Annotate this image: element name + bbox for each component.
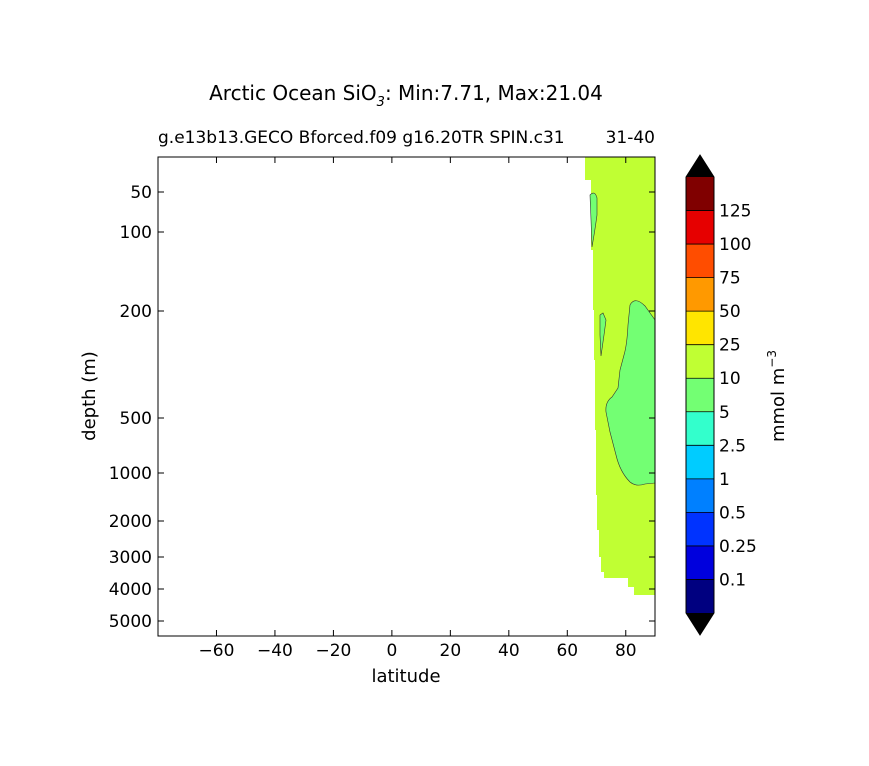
colorbar-label-text: mmol m xyxy=(768,368,789,442)
colorbar-segment xyxy=(686,445,714,479)
colorbar-label-sup: −3 xyxy=(765,350,779,368)
contour-fills xyxy=(585,157,655,595)
contour-fill-5-10-sliver xyxy=(599,312,607,357)
x-axis: −60 −40 −20 0 20 40 60 80 xyxy=(199,157,637,661)
colorbar-tick-label: 0.1 xyxy=(719,570,746,590)
plot-frame xyxy=(157,156,656,637)
y-tick-label: 4000 xyxy=(109,580,152,600)
title-main: Arctic Ocean SiO xyxy=(209,81,377,105)
colorbar-segment xyxy=(686,177,714,211)
colorbar-tick-label: 0.5 xyxy=(719,503,746,523)
y-tick-label: 3000 xyxy=(109,548,152,568)
colorbar-segment xyxy=(686,545,714,580)
y-axis-label: depth (m) xyxy=(79,351,100,441)
y-axis: 50 100 200 500 1000 2000 3000 4000 5000 xyxy=(109,183,655,632)
chart-title: Arctic Ocean SiO3: Min:7.71, Max:21.04 xyxy=(209,81,603,110)
colorbar-segment xyxy=(686,512,714,546)
colorbar-tick-label: 1 xyxy=(719,470,730,490)
y-tick-label: 5000 xyxy=(109,612,152,632)
contour-fill-5-10-upper xyxy=(589,192,598,248)
subtitle-left: g.e13b13.GECO Bforced.f09 g16.20TR SPIN.… xyxy=(158,128,565,148)
colorbar-segment xyxy=(686,478,714,513)
colorbar-tick-label: 100 xyxy=(719,235,751,255)
subtitle-right: 31-40 xyxy=(606,128,655,148)
x-tick-label: 60 xyxy=(556,641,578,661)
colorbar-outline xyxy=(685,154,715,636)
colorbar-extend-min xyxy=(686,613,714,635)
colorbar-label: mmol m−3 xyxy=(765,350,789,442)
x-tick-label: −20 xyxy=(315,641,351,661)
title-subscript: 3 xyxy=(377,95,385,110)
y-tick-label: 2000 xyxy=(109,512,152,532)
colorbar-segment xyxy=(686,210,714,245)
y-tick-label: 50 xyxy=(130,183,152,203)
colorbar-tick-label: 2.5 xyxy=(719,436,746,456)
colorbar-tick-label: 125 xyxy=(719,202,751,222)
colorbar-segment xyxy=(686,378,714,412)
title-rest: : Min:7.71, Max:21.04 xyxy=(385,81,603,105)
x-axis-label: latitude xyxy=(371,666,440,687)
x-tick-label: 20 xyxy=(440,641,462,661)
colorbar-segment xyxy=(686,411,714,446)
x-tick-label: −40 xyxy=(257,641,293,661)
x-tick-label: 40 xyxy=(498,641,520,661)
colorbar-tick-label: 75 xyxy=(719,269,741,289)
colorbar-segment xyxy=(686,579,714,613)
colorbar-tick-label: 5 xyxy=(719,403,730,423)
colorbar-segment xyxy=(686,344,714,379)
y-tick-label: 100 xyxy=(120,223,152,243)
colorbar-tick-label: 50 xyxy=(719,302,741,322)
colorbar-tick-label: 25 xyxy=(719,336,741,356)
colorbar-tick-label: 10 xyxy=(719,369,741,389)
colorbar-extend-max xyxy=(686,155,714,177)
y-tick-label: 500 xyxy=(120,409,152,429)
colorbar-segment xyxy=(686,311,714,345)
colorbar-tick-label: 0.25 xyxy=(719,537,757,557)
colorbar: 0.1 0.25 0.5 1 2.5 5 10 25 50 75 100 125 xyxy=(685,154,757,636)
colorbar-segment xyxy=(686,244,714,278)
x-tick-label: 0 xyxy=(386,641,397,661)
colorbar-segment xyxy=(686,277,714,312)
y-tick-label: 200 xyxy=(120,302,152,322)
x-tick-label: 80 xyxy=(615,641,637,661)
contour-fill-5-10-main xyxy=(605,300,655,486)
x-tick-label: −60 xyxy=(199,641,235,661)
y-tick-label: 1000 xyxy=(109,464,152,484)
